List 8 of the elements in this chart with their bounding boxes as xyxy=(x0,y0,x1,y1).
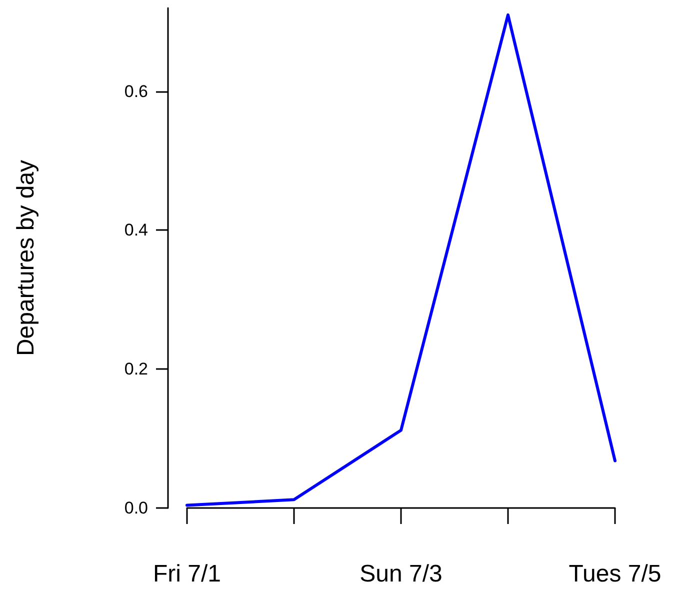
x-tick-label: Sun 7/3 xyxy=(360,560,442,588)
y-axis-title: Departures by day xyxy=(12,160,40,356)
y-tick-label: 0.2 xyxy=(124,360,148,379)
y-tick-label: 0.0 xyxy=(124,498,148,518)
x-tick-label: Fri 7/1 xyxy=(152,560,222,588)
y-tick-label: 0.4 xyxy=(124,220,148,240)
x-tick-label: Tues 7/5 xyxy=(568,560,662,588)
y-tick-label: 0.6 xyxy=(124,82,148,101)
